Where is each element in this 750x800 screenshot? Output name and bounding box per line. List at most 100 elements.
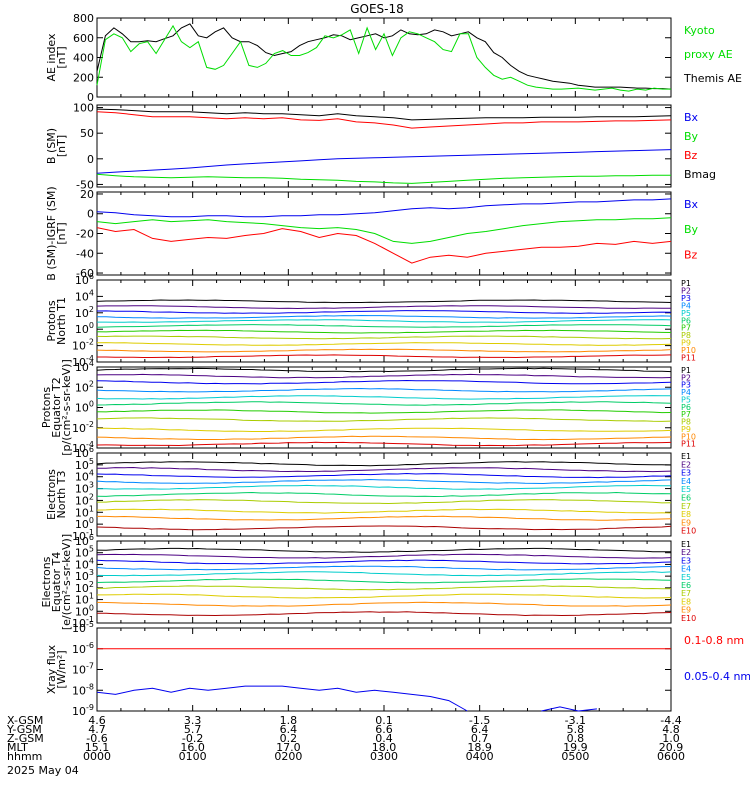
axis-value: 4.8 <box>662 723 680 736</box>
y-tick-label: 102 <box>75 580 94 595</box>
panel-frame <box>96 17 672 98</box>
y-tick-label: 106 <box>75 533 94 548</box>
axis-row-label: Z-GSM <box>7 732 44 745</box>
axis-value: 1.0 <box>662 732 680 745</box>
channel-legend-e4: E4 <box>681 565 691 574</box>
axis-value: 0.7 <box>471 732 489 745</box>
y-tick-base: 10 <box>72 684 86 697</box>
axis-value: -1.5 <box>469 714 490 727</box>
channel-legend-p10: P10 <box>681 432 696 441</box>
y-axis-label: Protons <box>40 387 53 428</box>
y-tick-label: 10-8 <box>72 682 94 697</box>
y-tick-label: 10-6 <box>72 641 94 656</box>
channel-line-e5 <box>97 484 672 490</box>
axis-value: -0.6 <box>86 732 107 745</box>
axis-row-label: Y-GSM <box>6 723 42 736</box>
y-tick-base: 10 <box>75 290 89 303</box>
channel-line-e6 <box>96 578 672 584</box>
y-tick-label: 100 <box>75 603 94 618</box>
y-axis-label: AE index <box>45 33 58 82</box>
y-tick-label: 100 <box>75 516 94 531</box>
y-axis-label: North T1 <box>55 297 68 345</box>
y-tick-base: 10 <box>75 535 89 548</box>
channel-line-e9 <box>96 601 672 607</box>
legend-entry: Kyoto <box>684 24 715 37</box>
y-tick-label: 100 <box>73 102 94 115</box>
y-tick-base: 10 <box>75 558 89 571</box>
y-axis-label: B (SM)-IGRF (SM) <box>45 186 58 280</box>
channel-line-p11 <box>96 441 672 447</box>
axis-value: 20.9 <box>659 741 684 754</box>
series-line-themis-ae <box>96 23 672 90</box>
axis-value: 6.6 <box>375 723 393 736</box>
channel-legend-e6: E6 <box>681 494 691 503</box>
channel-line-e2 <box>96 466 672 473</box>
channel-line-p1 <box>96 367 672 373</box>
y-tick-exponent: -9 <box>86 703 94 712</box>
y-axis-label: [e/(cm²-s-sr-keV)] <box>60 534 73 630</box>
axis-value: 0400 <box>466 750 494 763</box>
channel-legend-e9: E9 <box>681 518 691 527</box>
y-tick-exponent: 3 <box>89 481 94 490</box>
channel-legend-p8: P8 <box>681 418 691 427</box>
y-tick-base: 10 <box>72 530 86 543</box>
channel-legend-e1: E1 <box>681 540 691 549</box>
y-tick-label: 20 <box>80 188 94 201</box>
channel-legend-e6: E6 <box>681 581 691 590</box>
y-tick-label: 800 <box>73 12 94 25</box>
channel-line-p8 <box>96 335 672 340</box>
channel-line-e10 <box>96 525 672 531</box>
channel-legend-p8: P8 <box>681 331 691 340</box>
axis-row-label: hhmm <box>7 750 42 763</box>
series-line-0-05-0-4-nm <box>96 685 597 712</box>
y-tick-label: 100 <box>75 321 94 336</box>
y-tick-exponent: 5 <box>89 457 94 466</box>
y-tick-label: 10-5 <box>72 620 94 635</box>
y-axis-label: North T3 <box>55 471 68 519</box>
y-tick-base: 10 <box>75 274 89 287</box>
y-tick-label: 10-1 <box>72 615 94 630</box>
y-tick-label: 103 <box>75 481 94 496</box>
axis-value: 0300 <box>370 750 398 763</box>
y-tick-label: 101 <box>75 592 94 607</box>
y-tick-label: 10-4 <box>72 354 94 369</box>
y-tick-label: 105 <box>75 545 94 560</box>
y-tick-exponent: -6 <box>86 641 94 650</box>
y-tick-base: 10 <box>75 494 89 507</box>
y-axis-label: [W/m²] <box>55 650 68 688</box>
channel-line-e7 <box>96 585 672 591</box>
y-tick-exponent: 0 <box>89 603 94 612</box>
y-tick-label: 0 <box>87 208 94 221</box>
series-line-bx <box>96 149 672 174</box>
y-tick-label: 106 <box>75 272 94 287</box>
y-tick-label: 50 <box>80 127 94 140</box>
y-tick-label: 102 <box>75 379 94 394</box>
channel-line-p1 <box>96 299 672 304</box>
legend-entry: Bx <box>684 111 699 124</box>
y-tick-base: 10 <box>75 594 89 607</box>
channel-legend-p5: P5 <box>681 395 691 404</box>
y-tick-label: 200 <box>73 71 94 84</box>
y-tick-label: 104 <box>75 556 94 571</box>
y-tick-exponent: 4 <box>89 359 94 368</box>
channel-legend-e3: E3 <box>681 469 691 478</box>
y-tick-base: 10 <box>72 664 86 677</box>
channel-line-e9 <box>97 515 672 521</box>
channel-line-e10 <box>96 611 672 617</box>
channel-line-p4 <box>96 314 672 319</box>
panel-bsm: -50 0 50 100 B (SM)[nT] Bx By Bz Bmag <box>45 102 716 192</box>
y-axis-label: [nT] <box>55 46 68 68</box>
channel-legend-p11: P11 <box>681 354 696 363</box>
channel-legend-p6: P6 <box>681 403 691 412</box>
y-axis-label: Xray flux <box>45 644 58 694</box>
channel-legend-p9: P9 <box>681 425 691 434</box>
axis-row-label: X-GSM <box>7 714 43 727</box>
legend-entry: 0.05-0.4 nm <box>684 670 750 683</box>
axis-value: 1.8 <box>280 714 298 727</box>
y-tick-label: 102 <box>75 305 94 320</box>
y-tick-exponent: -8 <box>86 682 94 691</box>
axis-value: 19.9 <box>563 741 588 754</box>
channel-line-e5 <box>96 571 672 577</box>
y-axis-label: [nT] <box>55 135 68 157</box>
